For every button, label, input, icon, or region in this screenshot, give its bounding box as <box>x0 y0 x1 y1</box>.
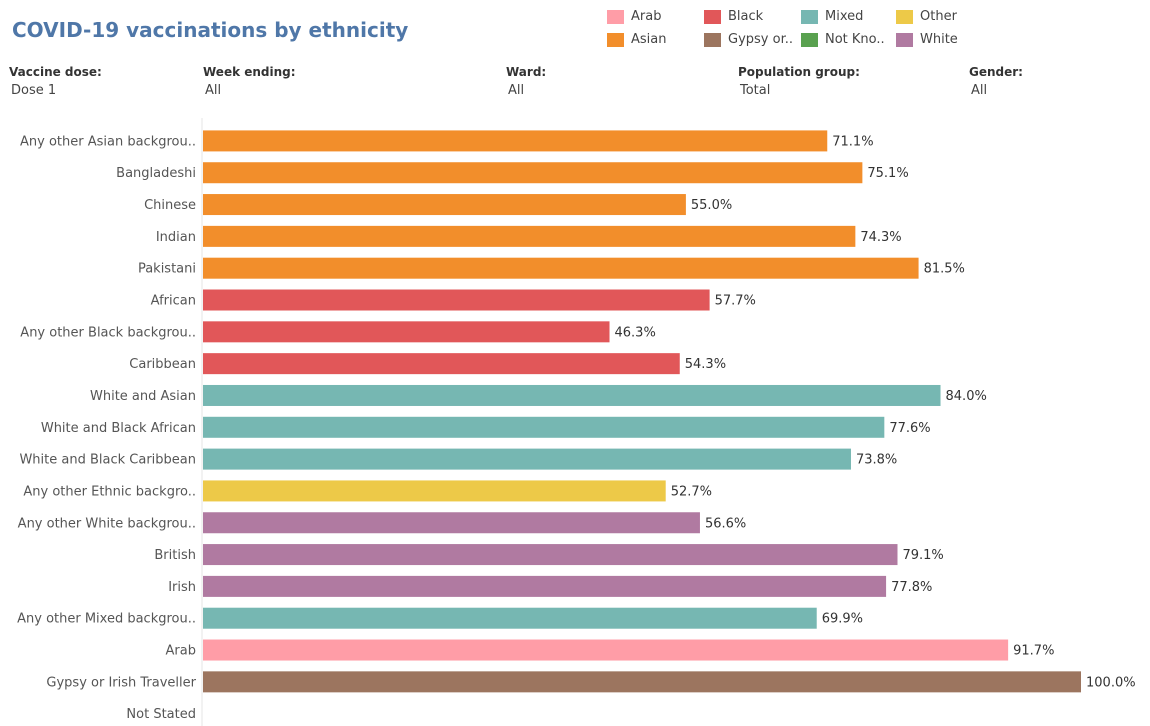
category-tick-label: Not Stated <box>126 707 196 722</box>
legend-label: White <box>920 32 958 47</box>
legend-swatch <box>896 32 913 47</box>
category-tick-label: Any other Asian backgrou.. <box>20 134 196 149</box>
page-title: COVID-19 vaccinations by ethnicity <box>12 18 409 42</box>
filter-label: Gender: <box>969 65 1023 79</box>
legend-item-arab[interactable]: Arab <box>607 9 661 24</box>
bar[interactable] <box>203 607 817 629</box>
category-tick-label: Chinese <box>144 198 196 213</box>
bar-value-label: 55.0% <box>691 198 732 213</box>
legend-swatch <box>896 9 913 24</box>
bar-value-label: 84.0% <box>946 389 987 404</box>
category-tick-label: Indian <box>156 230 196 245</box>
legend-label: Black <box>728 9 764 24</box>
legend-swatch <box>607 32 624 47</box>
bar[interactable] <box>203 575 887 597</box>
bar[interactable] <box>203 671 1081 693</box>
bar[interactable] <box>203 321 610 343</box>
legend-item-gypsy[interactable]: Gypsy or.. <box>704 32 793 47</box>
category-tick-label: Caribbean <box>129 357 196 372</box>
bar-value-label: 77.8% <box>891 580 932 595</box>
bar[interactable] <box>203 130 828 152</box>
category-tick-label: Any other Ethnic backgro.. <box>23 484 196 499</box>
legend-label: Asian <box>631 32 667 47</box>
legend-swatch <box>704 32 721 47</box>
filter-value[interactable]: All <box>971 83 988 98</box>
bar[interactable] <box>203 289 710 311</box>
legend-item-white[interactable]: White <box>896 32 958 47</box>
filter-value[interactable]: All <box>508 83 525 98</box>
legend-item-not-known[interactable]: Not Kno.. <box>801 32 885 47</box>
bar[interactable] <box>203 162 863 184</box>
bar-value-label: 69.9% <box>822 612 863 627</box>
bar-value-label: 79.1% <box>902 548 943 563</box>
legend-label: Mixed <box>825 9 864 24</box>
bar[interactable] <box>203 384 941 406</box>
bar[interactable] <box>203 353 680 375</box>
category-tick-label: Gypsy or Irish Traveller <box>46 675 196 690</box>
legend-label: Other <box>920 9 957 24</box>
filter-value[interactable]: All <box>205 83 222 98</box>
category-tick-label: African <box>151 294 196 309</box>
bar-value-label: 46.3% <box>615 325 656 340</box>
category-tick-label: British <box>154 548 196 563</box>
category-tick-label: Pakistani <box>138 262 196 277</box>
bar-value-label: 74.3% <box>860 230 901 245</box>
bar-value-label: 75.1% <box>867 166 908 181</box>
legend: Arab Black Mixed Other Asian Gypsy or.. … <box>607 9 1007 53</box>
legend-item-mixed[interactable]: Mixed <box>801 9 863 24</box>
bar-value-label: 57.7% <box>715 294 756 309</box>
filter-value[interactable]: Total <box>740 83 771 98</box>
filter-label: Ward: <box>506 65 547 79</box>
legend-item-asian[interactable]: Asian <box>607 32 666 47</box>
bar-value-label: 54.3% <box>685 357 726 372</box>
category-tick-label: Bangladeshi <box>116 166 196 181</box>
bar-chart: Any other Asian backgrou.. 71.1% Banglades… <box>17 118 1136 726</box>
filter-label: Vaccine dose: <box>9 65 102 79</box>
filter-value[interactable]: Dose 1 <box>11 83 57 98</box>
bar[interactable] <box>203 512 700 534</box>
legend-item-other[interactable]: Other <box>896 9 957 24</box>
filter-gender[interactable]: Gender: All <box>969 62 1023 98</box>
bar-value-label: 77.6% <box>889 421 930 436</box>
legend-label: Arab <box>631 9 662 24</box>
bar-value-label: 100.0% <box>1086 675 1136 690</box>
bar[interactable] <box>203 544 898 566</box>
category-tick-label: White and Black African <box>41 421 196 436</box>
legend-swatch <box>801 32 818 47</box>
bar-value-label: 73.8% <box>856 453 897 468</box>
filter-label: Week ending: <box>203 65 296 79</box>
bar[interactable] <box>203 225 856 247</box>
category-tick-label: White and Black Caribbean <box>19 453 196 468</box>
legend-swatch <box>704 9 721 24</box>
bar[interactable] <box>203 480 666 502</box>
category-tick-label: Arab <box>166 644 196 659</box>
bar-value-label: 91.7% <box>1013 644 1054 659</box>
category-tick-label: Irish <box>168 580 196 595</box>
filter-label: Population group: <box>738 65 860 79</box>
bar[interactable] <box>203 257 919 279</box>
legend-item-black[interactable]: Black <box>704 9 763 24</box>
bar-value-label: 71.1% <box>832 134 873 149</box>
bar[interactable] <box>203 194 686 216</box>
bar[interactable] <box>203 448 851 470</box>
filter-week-ending[interactable]: Week ending: All <box>203 62 296 98</box>
category-tick-label: Any other Mixed backgrou.. <box>17 612 196 627</box>
category-tick-label: White and Asian <box>90 389 196 404</box>
bar-value-label: 81.5% <box>924 262 965 277</box>
filter-bar: Vaccine dose: Dose 1 Week ending: All Wa… <box>0 62 1150 106</box>
filter-vaccine-dose[interactable]: Vaccine dose: Dose 1 <box>9 62 102 98</box>
filter-population-group[interactable]: Population group: Total <box>738 62 860 98</box>
legend-label: Gypsy or.. <box>728 32 793 47</box>
bar-value-label: 56.6% <box>705 516 746 531</box>
legend-swatch <box>801 9 818 24</box>
category-tick-label: Any other White backgrou.. <box>18 516 196 531</box>
filter-ward[interactable]: Ward: All <box>506 62 546 98</box>
legend-label: Not Kno.. <box>825 32 885 47</box>
bar[interactable] <box>203 639 1009 661</box>
bar-value-label: 52.7% <box>671 484 712 499</box>
bar[interactable] <box>203 416 885 438</box>
category-tick-label: Any other Black backgrou.. <box>20 325 196 340</box>
legend-swatch <box>607 9 624 24</box>
